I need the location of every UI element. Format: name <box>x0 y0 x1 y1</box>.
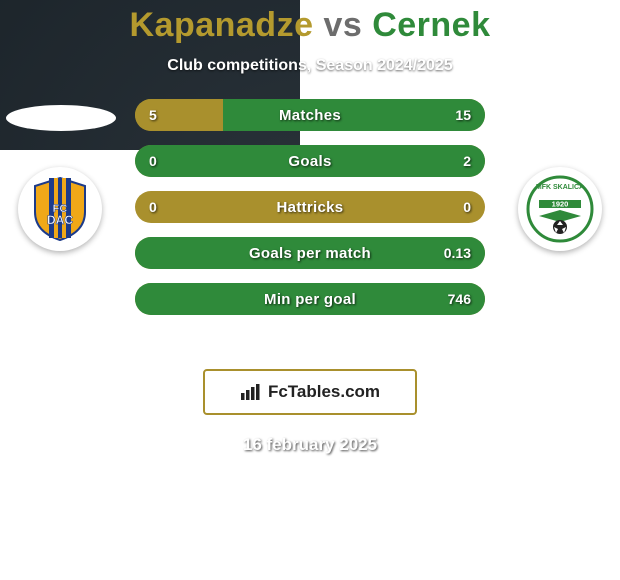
stat-value-right: 746 <box>448 283 471 315</box>
club-crest-left-icon: FC DAC <box>25 174 95 244</box>
stat-bar-row: Hattricks0 0 <box>135 191 485 223</box>
stat-bar-row: Matches5 15 <box>135 99 485 131</box>
stat-label: Goals per match <box>135 237 485 269</box>
club-badge-left: FC DAC <box>18 167 102 251</box>
date-text: 16 february 2025 <box>0 435 620 455</box>
stat-label: Min per goal <box>135 283 485 315</box>
stat-bars: Matches515Goals02Hattricks00Goals per ma… <box>135 99 485 329</box>
stat-bar-row: Goals0 2 <box>135 145 485 177</box>
bar-chart-icon <box>240 383 262 401</box>
stat-value-left: 0 <box>149 145 157 177</box>
stat-value-right: 15 <box>455 99 471 131</box>
logo-text: FcTables.com <box>268 382 380 402</box>
stat-label: Goals <box>135 145 485 177</box>
stat-value-right: 0 <box>463 191 471 223</box>
player1-name: Kapanadze <box>129 6 313 44</box>
svg-text:MFK SKALICA: MFK SKALICA <box>536 184 584 191</box>
shadow-ellipse-left <box>6 105 116 131</box>
player2-name: Cernek <box>372 6 490 44</box>
stat-label: Hattricks <box>135 191 485 223</box>
stat-value-right: 2 <box>463 145 471 177</box>
subtitle: Club competitions, Season 2024/2025 <box>0 57 620 75</box>
stat-value-left: 5 <box>149 99 157 131</box>
stat-bar-row: Goals per match0.13 <box>135 237 485 269</box>
stat-bar-row: Min per goal746 <box>135 283 485 315</box>
svg-text:1920: 1920 <box>552 200 569 209</box>
comparison-panel: FC DAC MFK SKALICA 1920 Matches515Goals0… <box>0 107 620 347</box>
club-badge-right: MFK SKALICA 1920 <box>518 167 602 251</box>
svg-text:DAC: DAC <box>47 213 73 227</box>
vs-text: vs <box>323 6 362 44</box>
stat-value-right: 0.13 <box>444 237 471 269</box>
shadow-ellipse-right <box>504 105 614 131</box>
stat-value-left: 0 <box>149 191 157 223</box>
fctables-logo: FcTables.com <box>203 369 417 415</box>
stat-label: Matches <box>135 99 485 131</box>
comparison-title: Kapanadze vs Cernek <box>0 6 620 45</box>
club-crest-right-icon: MFK SKALICA 1920 <box>525 174 595 244</box>
